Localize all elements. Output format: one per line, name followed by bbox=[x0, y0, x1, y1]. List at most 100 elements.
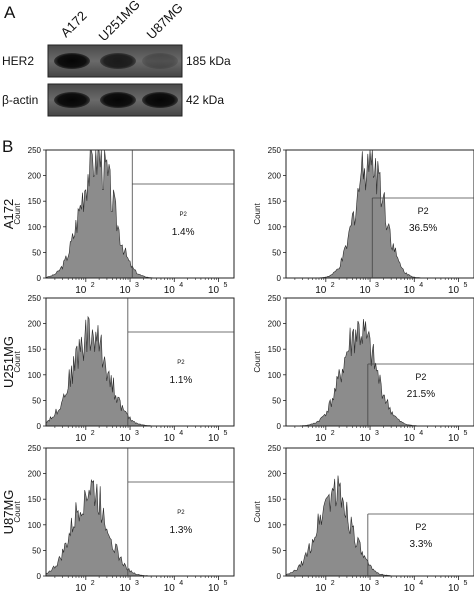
y-tick-label: 0 bbox=[277, 422, 282, 431]
y-tick-label: 150 bbox=[268, 197, 282, 206]
y-tick-label: 150 bbox=[28, 495, 42, 504]
gate-name: P2 bbox=[415, 372, 426, 382]
lane-label: U87MG bbox=[144, 0, 186, 42]
y-tick-label: 250 bbox=[28, 146, 42, 155]
y-tick-label: 250 bbox=[28, 294, 42, 303]
blot-band bbox=[54, 92, 90, 108]
gate-percent: 21.5% bbox=[407, 389, 435, 400]
x-tick-exponent: 3 bbox=[135, 430, 139, 437]
x-tick-exponent: 4 bbox=[419, 430, 423, 437]
y-tick-label: 100 bbox=[28, 223, 42, 232]
x-tick-label: 10 bbox=[448, 285, 460, 296]
x-tick-label: 10 bbox=[208, 285, 220, 296]
y-axis-label: Count bbox=[253, 501, 262, 523]
protein-label: HER2 bbox=[2, 54, 34, 68]
y-tick-label: 100 bbox=[28, 371, 42, 380]
panel-a-label: A bbox=[4, 3, 16, 22]
y-tick-label: 200 bbox=[268, 320, 282, 329]
x-tick-label: 10 bbox=[164, 285, 176, 296]
plot-frame bbox=[285, 297, 474, 427]
x-tick-exponent: 3 bbox=[135, 580, 139, 587]
histogram-distribution bbox=[45, 315, 234, 427]
x-tick-label: 10 bbox=[315, 583, 327, 594]
gate-name: P2 bbox=[179, 212, 187, 218]
y-axis-label: Count bbox=[13, 351, 22, 373]
plot-frame bbox=[285, 149, 474, 279]
x-tick-label: 10 bbox=[119, 433, 131, 444]
x-tick-label: 10 bbox=[75, 583, 87, 594]
y-tick-label: 100 bbox=[28, 521, 42, 530]
histogram-distribution bbox=[285, 475, 474, 577]
x-tick-exponent: 3 bbox=[135, 282, 139, 289]
protein-label: β-actin bbox=[2, 93, 38, 107]
x-tick-exponent: 2 bbox=[331, 580, 335, 587]
histogram-distribution bbox=[286, 318, 474, 427]
gate-name: P2 bbox=[177, 510, 185, 516]
size-label: 42 kDa bbox=[186, 93, 224, 107]
western-blots: HER2 185 kDa β-actin 42 kDa bbox=[2, 44, 231, 117]
lane-label: A172 bbox=[58, 8, 90, 40]
x-tick-label: 10 bbox=[404, 433, 416, 444]
x-tick-exponent: 5 bbox=[464, 580, 468, 587]
x-tick-exponent: 4 bbox=[179, 282, 183, 289]
y-axis-label: Count bbox=[13, 203, 22, 225]
lane-labels: A172 U251MG U87MG bbox=[58, 0, 186, 44]
row-label: U87MG bbox=[1, 490, 16, 535]
blot-band bbox=[100, 92, 136, 108]
blot-band bbox=[54, 53, 90, 69]
x-tick-exponent: 4 bbox=[419, 282, 423, 289]
plot-frame bbox=[45, 297, 235, 427]
y-tick-label: 150 bbox=[268, 495, 282, 504]
x-tick-label: 10 bbox=[119, 583, 131, 594]
x-tick-exponent: 3 bbox=[375, 282, 379, 289]
lane-label: U251MG bbox=[96, 0, 143, 44]
y-tick-label: 50 bbox=[32, 396, 41, 405]
x-tick-label: 10 bbox=[315, 285, 327, 296]
x-tick-exponent: 3 bbox=[375, 430, 379, 437]
gate-percent: 1.1% bbox=[170, 375, 193, 386]
x-tick-label: 10 bbox=[164, 583, 176, 594]
histogram-distribution bbox=[45, 479, 234, 577]
y-tick-label: 250 bbox=[28, 444, 42, 453]
x-tick-exponent: 2 bbox=[331, 282, 335, 289]
y-tick-label: 200 bbox=[28, 470, 42, 479]
gate-percent: 1.4% bbox=[172, 227, 195, 238]
y-axis-label: Count bbox=[253, 203, 262, 225]
x-tick-label: 10 bbox=[359, 583, 371, 594]
x-tick-exponent: 5 bbox=[224, 282, 228, 289]
gate-percent: 1.3% bbox=[170, 525, 193, 536]
x-tick-label: 10 bbox=[404, 583, 416, 594]
x-tick-exponent: 2 bbox=[91, 580, 95, 587]
x-tick-label: 10 bbox=[404, 285, 416, 296]
y-tick-label: 50 bbox=[272, 546, 281, 555]
y-tick-label: 100 bbox=[268, 371, 282, 380]
y-tick-label: 0 bbox=[277, 572, 282, 581]
x-tick-label: 10 bbox=[164, 433, 176, 444]
y-tick-label: 250 bbox=[268, 294, 282, 303]
gate-percent: 3.3% bbox=[410, 539, 433, 550]
y-tick-label: 200 bbox=[268, 470, 282, 479]
x-tick-label: 10 bbox=[75, 285, 87, 296]
y-tick-label: 200 bbox=[28, 320, 42, 329]
gate-name: P2 bbox=[418, 206, 429, 216]
blot-band bbox=[142, 53, 178, 69]
x-tick-exponent: 2 bbox=[91, 430, 95, 437]
y-tick-label: 200 bbox=[268, 172, 282, 181]
x-tick-exponent: 4 bbox=[419, 580, 423, 587]
y-tick-label: 0 bbox=[37, 422, 42, 431]
plot-frame bbox=[285, 447, 474, 577]
x-tick-label: 10 bbox=[448, 583, 460, 594]
y-axis-label: Count bbox=[13, 501, 22, 523]
x-tick-label: 10 bbox=[208, 583, 220, 594]
x-tick-label: 10 bbox=[75, 433, 87, 444]
row-label: A172 bbox=[1, 199, 16, 229]
x-tick-exponent: 5 bbox=[224, 580, 228, 587]
gate-name: P2 bbox=[415, 522, 426, 532]
